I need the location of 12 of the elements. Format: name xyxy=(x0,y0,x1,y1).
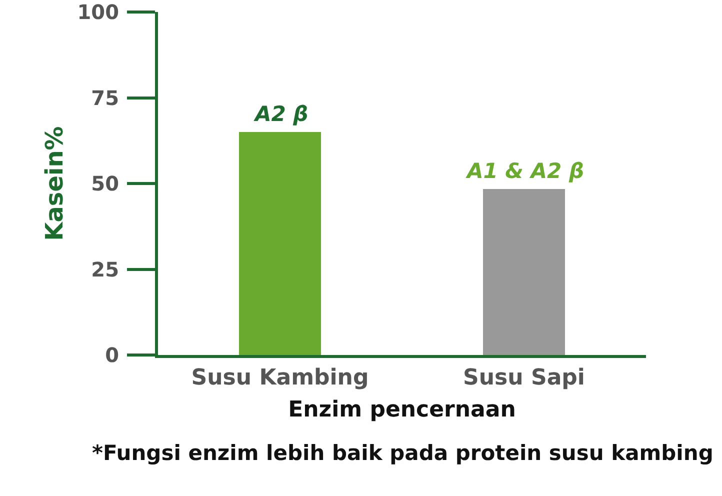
y-tick-label: 50 xyxy=(91,172,119,196)
y-tick-label: 25 xyxy=(91,257,119,282)
y-axis-title: Kasein% xyxy=(40,126,68,241)
y-tick-label: 100 xyxy=(77,0,119,24)
annotation: A2 β xyxy=(253,102,308,126)
x-tick-label: Susu Sapi xyxy=(463,365,585,390)
text: *Fungsi enzim lebih baik pada protein susu kambing xyxy=(92,441,714,465)
y-tick-label: 75 xyxy=(91,86,119,110)
y-tick-label: 0 xyxy=(105,343,119,367)
x-axis-title: Enzim pencernaan xyxy=(288,397,516,422)
annotation: A1 & A2 β xyxy=(465,159,584,183)
x-tick-label: Susu Kambing xyxy=(191,365,369,390)
